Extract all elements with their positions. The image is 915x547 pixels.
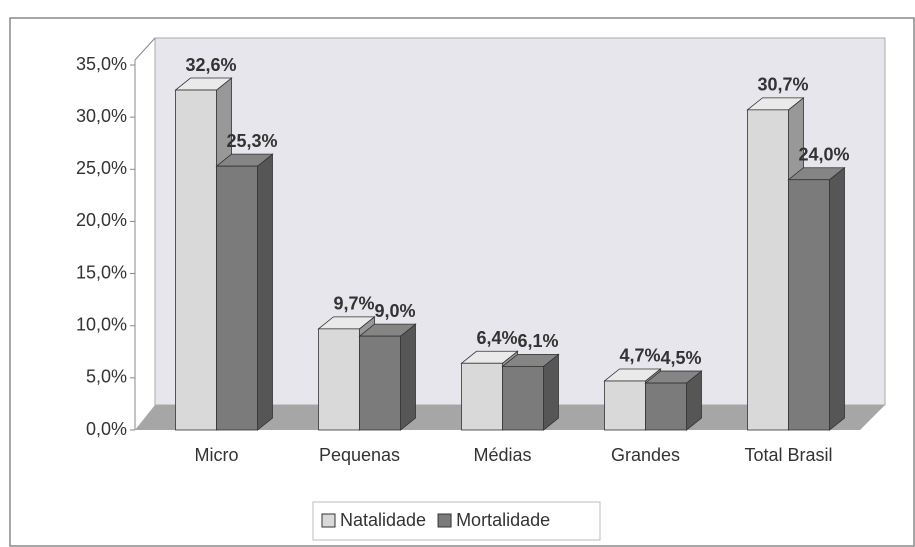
y-axis-depth: [134, 37, 156, 61]
legend-swatch: [321, 513, 336, 528]
bar: [318, 328, 360, 431]
bar: [788, 179, 830, 431]
value-label: 25,3%: [226, 131, 277, 151]
x-tick-label: Médias: [473, 445, 531, 465]
y-tick-label: 30,0%: [76, 106, 127, 126]
bar: [645, 382, 687, 431]
value-label: 6,4%: [476, 328, 517, 348]
y-tick-label: 0,0%: [86, 419, 127, 439]
bar-side: [543, 353, 559, 431]
legend-swatch: [437, 513, 452, 528]
y-tick-label: 5,0%: [86, 367, 127, 387]
x-tick-label: Micro: [195, 445, 239, 465]
bar-side: [829, 166, 845, 431]
bar: [502, 365, 544, 431]
legend-label: Natalidade: [340, 510, 426, 530]
value-label: 4,5%: [660, 348, 701, 368]
value-label: 30,7%: [757, 75, 808, 95]
bar: [604, 380, 646, 431]
x-tick-label: Total Brasil: [744, 445, 832, 465]
value-label: 9,7%: [333, 294, 374, 314]
value-label: 6,1%: [517, 331, 558, 351]
y-tick-label: 10,0%: [76, 314, 127, 334]
bar: [359, 335, 401, 431]
legend-label: Mortalidade: [456, 510, 550, 530]
value-label: 9,0%: [374, 301, 415, 321]
bar-side: [400, 323, 416, 431]
y-tick-label: 20,0%: [76, 210, 127, 230]
x-tick-label: Grandes: [611, 445, 680, 465]
y-tick-label: 35,0%: [76, 54, 127, 74]
y-tick-label: 15,0%: [76, 262, 127, 282]
legend-box: [312, 501, 601, 541]
value-label: 32,6%: [185, 55, 236, 75]
bar: [216, 165, 258, 431]
bar: [747, 109, 789, 431]
y-tick-label: 25,0%: [76, 158, 127, 178]
x-tick-label: Pequenas: [319, 445, 400, 465]
value-label: 4,7%: [619, 346, 660, 366]
bar: [461, 362, 503, 431]
value-label: 24,0%: [798, 144, 849, 164]
bar: [175, 89, 217, 431]
bar-side: [257, 153, 273, 431]
